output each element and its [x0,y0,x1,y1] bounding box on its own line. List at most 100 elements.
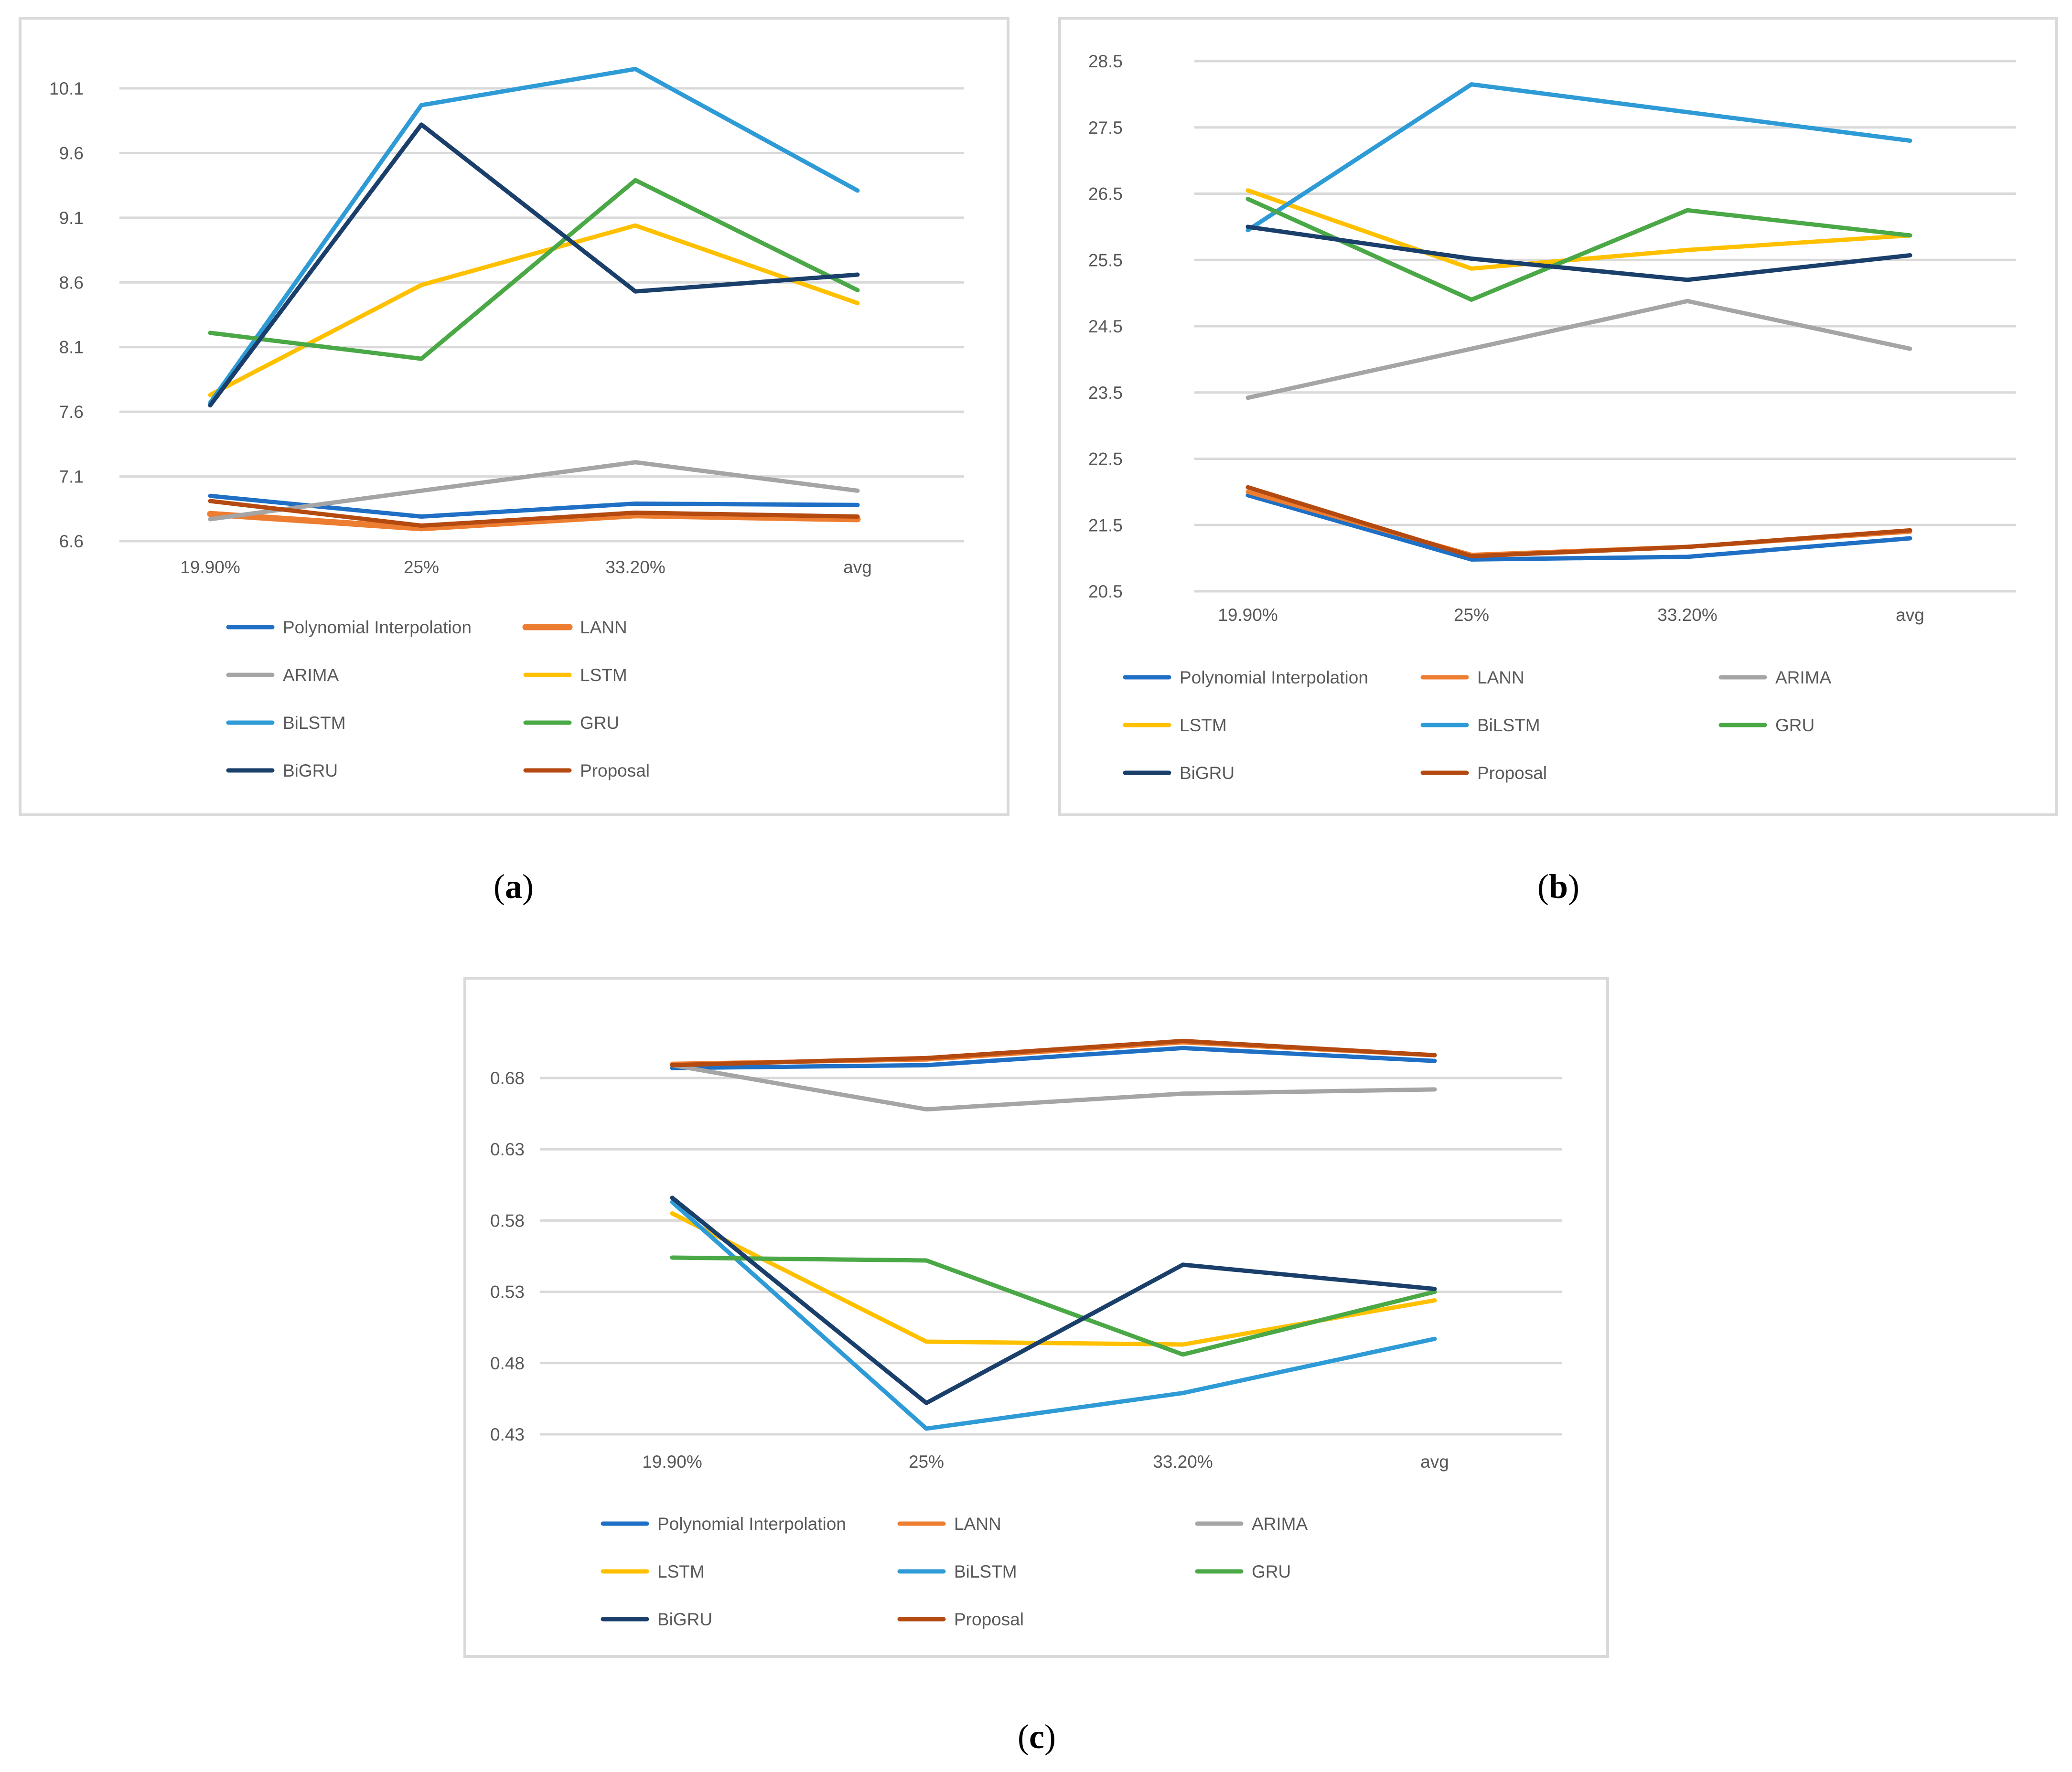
legend-item-proposal: Proposal [523,761,650,780]
legend-item-gru: GRU [1718,715,1814,735]
legend-label: Proposal [580,761,650,780]
legend: Polynomial Interpolation LANN ARIMA LSTM BiL… [226,618,650,780]
legend: Polynomial Interpolation LANN ARIMA LSTM BiL… [1123,668,1832,783]
y-tick-label: 7.1 [59,467,84,487]
legend-label: ARIMA [1775,668,1832,687]
y-tick-label: 0.48 [490,1354,525,1373]
x-axis-ticks: 19.90% 25% 33.20% avg [1218,605,1924,625]
x-tick-label: 19.90% [642,1452,702,1472]
y-axis-ticks: 6.6 7.1 7.6 8.1 8.6 9.1 9.6 10.1 [49,79,84,551]
legend-label: ARIMA [283,665,339,685]
x-tick-label: avg [1420,1452,1449,1472]
legend-label: LANN [954,1514,1001,1534]
legend-label: GRU [1775,715,1814,735]
legend-item-polynomial-interpolation: Polynomial Interpolation [1123,668,1368,687]
y-tick-label: 0.68 [490,1068,525,1088]
series-line-arima [1245,299,1912,400]
legend-item-arima: ARIMA [1195,1514,1308,1534]
x-axis-ticks: 19.90% 25% 33.20% avg [642,1452,1449,1472]
x-tick-label: 25% [1454,605,1489,625]
gridlines [540,1077,1562,1436]
legend-label: LSTM [580,665,627,685]
legend-label: LANN [1477,668,1524,687]
legend-item-lstm: LSTM [1123,715,1227,735]
series-line-gru [208,178,860,361]
legend-item-lstm: LSTM [523,665,627,685]
series-line-bilstm [1245,82,1912,233]
chart-frame [1058,17,2058,816]
legend-item-polynomial-interpolation: Polynomial Interpolation [226,618,472,637]
legend-label: Proposal [954,1610,1024,1629]
y-tick-label: 23.5 [1088,383,1123,403]
legend-label: Proposal [1477,763,1547,783]
y-tick-label: 26.5 [1088,184,1123,204]
series-line-proposal [208,499,860,528]
legend-item-proposal: Proposal [897,1610,1024,1629]
caption-letter: c [1029,1718,1044,1756]
y-tick-label: 24.5 [1088,317,1123,336]
legend-item-gru: GRU [523,713,619,733]
series-lines [1245,82,1912,562]
legend-item-polynomial-interpolation: Polynomial Interpolation [601,1514,846,1534]
x-tick-label: 33.20% [605,557,666,577]
series-lines [207,66,861,532]
legend-item-bigru: BiGRU [226,761,338,780]
series-line-bilstm [670,1200,1437,1431]
legend-label: Polynomial Interpolation [657,1514,846,1534]
legend-item-proposal: Proposal [1420,763,1547,783]
x-tick-label: avg [843,557,872,577]
series-line-gru [1245,197,1912,302]
legend-item-bigru: BiGRU [601,1610,712,1629]
x-tick-label: 33.20% [1153,1452,1213,1472]
legend-label: Polynomial Interpolation [283,618,472,637]
y-axis-ticks: 0.43 0.48 0.53 0.58 0.63 0.68 [490,1068,525,1444]
caption-letter: a [505,867,522,906]
legend-item-arima: ARIMA [226,665,339,685]
legend-label: BiLSTM [1477,715,1540,735]
legend-item-bilstm: BiLSTM [897,1562,1017,1581]
panel-c: 0.43 0.48 0.53 0.58 0.63 0.68 19.90% 25% 33.20%… [463,977,1609,1756]
x-axis-ticks: 19.90% 25% 33.20% avg [180,557,872,577]
legend-item-lstm: LSTM [601,1562,705,1581]
legend-label: ARIMA [1252,1514,1308,1534]
x-tick-label: 33.20% [1657,605,1718,625]
y-tick-label: 0.63 [490,1140,525,1159]
panel-caption: (a) [494,867,534,906]
legend-label: LSTM [657,1562,705,1581]
y-tick-label: 8.6 [59,273,84,292]
series-lines [670,1038,1437,1431]
y-tick-label: 9.1 [59,208,84,228]
series-line-polynomial-interpolation [670,1046,1437,1070]
legend-label: LANN [580,618,627,637]
series-line-proposal [670,1038,1437,1067]
legend-label: GRU [1252,1562,1291,1581]
series-line-polynomial-interpolation [1245,493,1912,562]
y-tick-label: 10.1 [49,79,84,98]
panel-b: 20.5 21.5 22.5 23.5 24.5 25.5 26.5 27.5 28.5 19.… [1058,17,2058,906]
series-line-bigru [670,1196,1437,1405]
x-tick-label: 19.90% [1218,605,1278,625]
legend-item-bigru: BiGRU [1123,763,1235,783]
legend-item-lann: LANN [897,1514,1001,1534]
legend-item-lann: LANN [522,618,627,637]
y-tick-label: 28.5 [1088,52,1123,71]
legend-item-arima: ARIMA [1718,668,1832,687]
panel-a: 6.6 7.1 7.6 8.1 8.6 9.1 9.6 10.1 19.90% 25% 33.20… [19,17,1009,906]
chart-frame [463,977,1609,1658]
y-tick-label: 0.58 [490,1211,525,1230]
y-tick-label: 22.5 [1088,449,1123,469]
legend: Polynomial Interpolation LANN ARIMA LSTM BiL… [601,1514,1308,1629]
y-tick-label: 7.6 [59,402,84,422]
legend-item-bilstm: BiLSTM [226,713,346,733]
series-line-lann [207,511,861,532]
panel-caption: (b) [1537,867,1579,906]
series-line-arima [208,460,860,522]
legend-label: LSTM [1180,715,1227,735]
series-line-lstm [1245,188,1912,271]
chart-frame [19,17,1009,816]
legend-label: BiGRU [657,1610,712,1629]
y-tick-label: 20.5 [1088,582,1123,601]
y-tick-label: 0.43 [490,1425,525,1444]
y-tick-label: 9.6 [59,143,84,163]
